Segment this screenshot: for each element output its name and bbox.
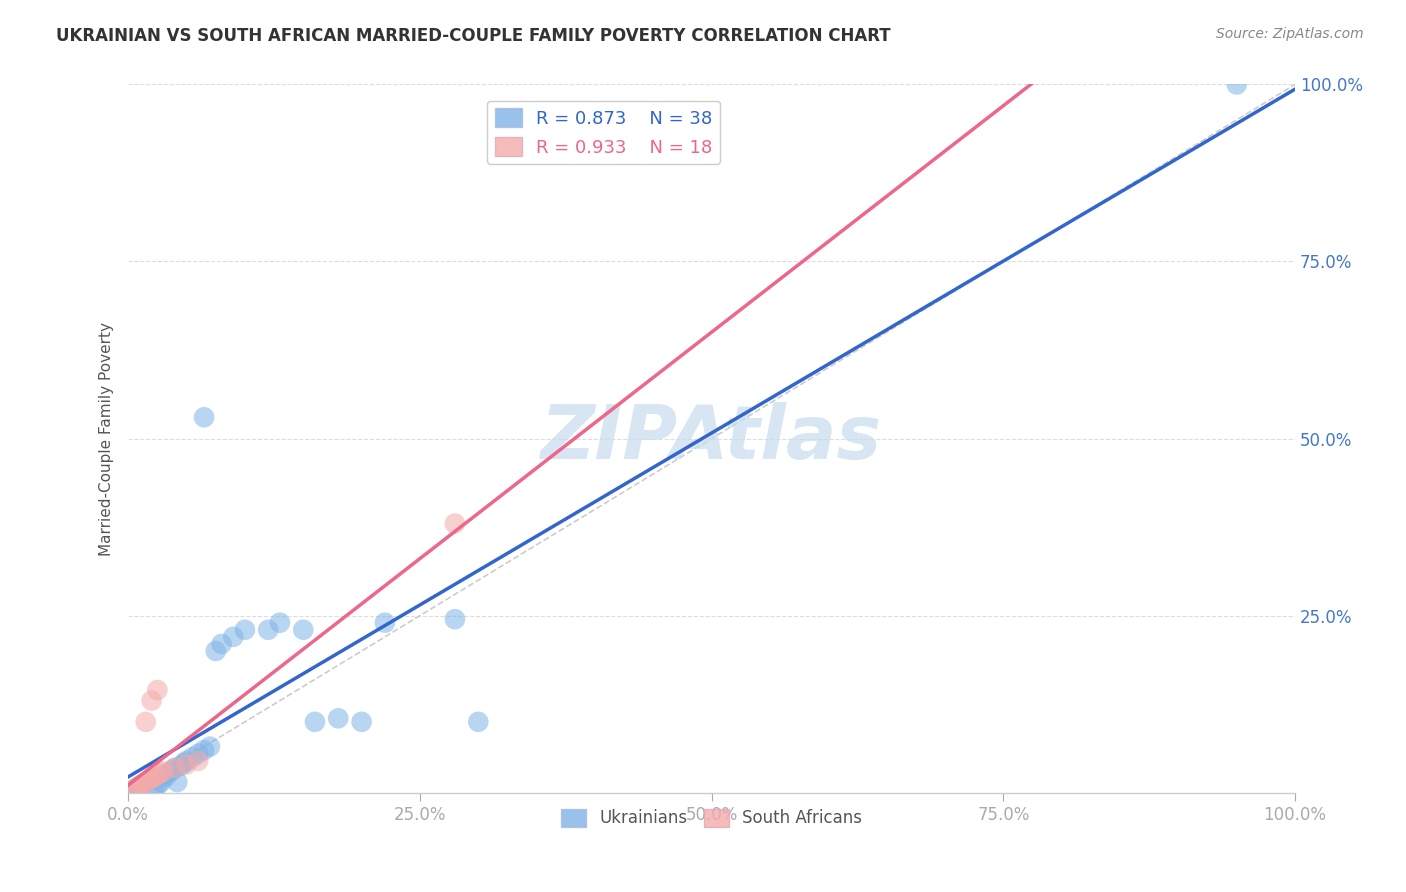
Point	[467, 714, 489, 729]
Point	[129, 779, 152, 793]
Point	[211, 637, 233, 651]
Point	[181, 750, 204, 764]
Point	[222, 630, 245, 644]
Point	[193, 410, 215, 425]
Point	[142, 782, 165, 797]
Point	[444, 612, 467, 626]
Point	[138, 772, 160, 787]
Point	[176, 754, 198, 768]
Point	[141, 772, 163, 786]
Point	[152, 764, 174, 779]
Point	[131, 777, 153, 791]
Point	[1226, 78, 1249, 92]
Y-axis label: Married-Couple Family Poverty: Married-Couple Family Poverty	[100, 321, 114, 556]
Point	[131, 777, 153, 791]
Point	[198, 739, 221, 754]
Text: UKRAINIAN VS SOUTH AFRICAN MARRIED-COUPLE FAMILY POVERTY CORRELATION CHART: UKRAINIAN VS SOUTH AFRICAN MARRIED-COUPL…	[56, 27, 891, 45]
Point	[146, 683, 169, 698]
Point	[146, 768, 169, 782]
Point	[129, 779, 152, 793]
Point	[149, 765, 172, 780]
Point	[162, 763, 184, 777]
Point	[146, 779, 169, 793]
Point	[233, 623, 256, 637]
Point	[444, 516, 467, 531]
Point	[257, 623, 280, 637]
Point	[127, 780, 149, 794]
Point	[173, 756, 195, 770]
Point	[166, 775, 188, 789]
Point	[187, 754, 209, 768]
Point	[187, 747, 209, 761]
Point	[155, 770, 177, 784]
Point	[269, 615, 291, 630]
Point	[152, 768, 174, 782]
Point	[149, 775, 172, 789]
Point	[163, 761, 186, 775]
Point	[122, 782, 145, 797]
Point	[204, 644, 226, 658]
Point	[304, 714, 326, 729]
Text: Source: ZipAtlas.com: Source: ZipAtlas.com	[1216, 27, 1364, 41]
Text: ZIPAtlas: ZIPAtlas	[541, 402, 882, 475]
Point	[328, 711, 350, 725]
Point	[170, 758, 193, 772]
Point	[135, 775, 157, 789]
Point	[374, 615, 396, 630]
Point	[142, 770, 165, 784]
Point	[135, 775, 157, 789]
Point	[292, 623, 315, 637]
Point	[176, 757, 198, 772]
Point	[141, 693, 163, 707]
Point	[141, 772, 163, 786]
Point	[163, 761, 186, 775]
Point	[350, 714, 373, 729]
Legend: Ukrainians, South Africans: Ukrainians, South Africans	[554, 802, 869, 834]
Point	[127, 780, 149, 794]
Point	[122, 782, 145, 797]
Point	[135, 714, 157, 729]
Point	[193, 743, 215, 757]
Point	[157, 765, 180, 780]
Point	[138, 772, 160, 787]
